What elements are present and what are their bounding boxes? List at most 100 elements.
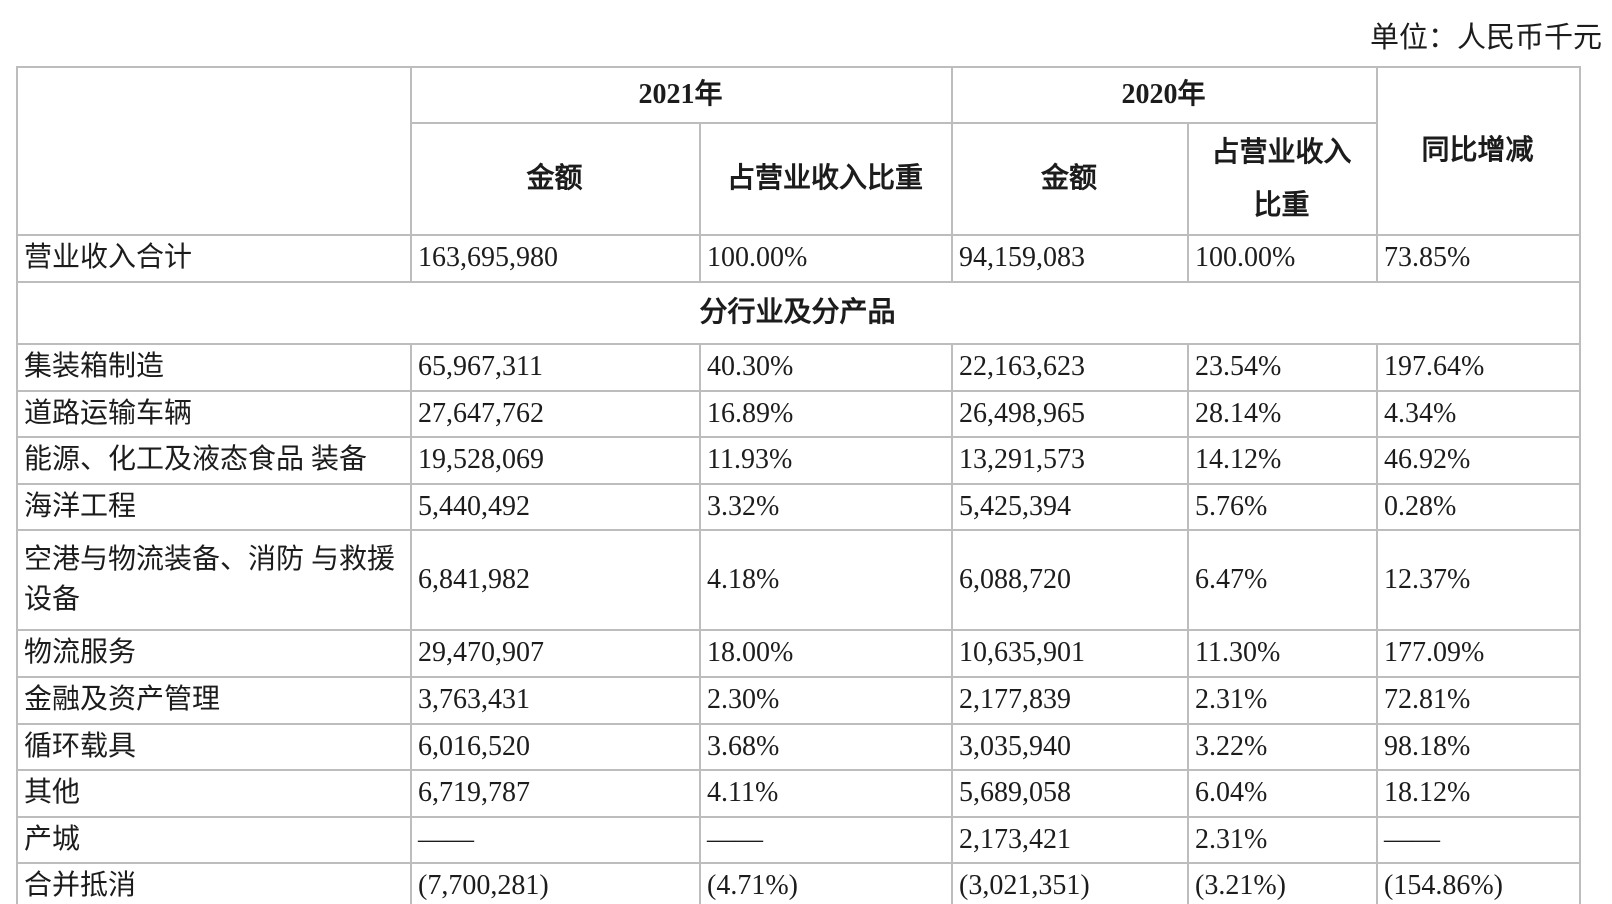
table-row: 能源、化工及液态食品 装备 19,528,069 11.93% 13,291,5… bbox=[16, 436, 1582, 485]
row-label: 合并抵消 bbox=[16, 862, 412, 904]
cell-yoy: 73.85% bbox=[1376, 234, 1582, 283]
cell-share-2021: 3.68% bbox=[698, 722, 954, 772]
cell-share-2021: —— bbox=[698, 815, 954, 865]
table-row: 集装箱制造 65,967,311 40.30% 22,163,623 23.54… bbox=[16, 342, 1582, 392]
cell-amount-2020: 94,159,083 bbox=[951, 234, 1190, 283]
cell-amount-2020: 3,035,940 bbox=[951, 722, 1190, 772]
cell-share-2020: 23.54% bbox=[1187, 342, 1379, 392]
table-row: 产城 —— —— 2,173,421 2.31% —— bbox=[16, 815, 1582, 865]
cell-yoy: 4.34% bbox=[1376, 389, 1582, 439]
row-label: 营业收入合计 bbox=[16, 234, 412, 283]
header-share-2020-line1: 占营业收入 bbox=[1211, 137, 1352, 168]
cell-share-2020: 2.31% bbox=[1187, 675, 1379, 725]
cell-share-2020: 14.12% bbox=[1187, 436, 1379, 485]
table-row: 道路运输车辆 27,647,762 16.89% 26,498,965 28.1… bbox=[16, 389, 1582, 439]
row-label: 能源、化工及液态食品 装备 bbox=[16, 436, 412, 485]
header-amount-2020: 金额 bbox=[951, 121, 1190, 237]
cell-share-2020: 28.14% bbox=[1187, 389, 1379, 439]
table-row: 合并抵消 (7,700,281) (4.71%) (3,021,351) (3.… bbox=[16, 862, 1582, 904]
row-label: 道路运输车辆 bbox=[16, 389, 412, 439]
row-label: 海洋工程 bbox=[16, 482, 412, 532]
row-label: 集装箱制造 bbox=[16, 342, 412, 392]
table-row: 循环载具 6,016,520 3.68% 3,035,940 3.22% 98.… bbox=[16, 722, 1582, 772]
cell-yoy: 46.92% bbox=[1376, 436, 1582, 485]
cell-share-2020: 6.47% bbox=[1187, 529, 1379, 632]
cell-amount-2020: 2,177,839 bbox=[951, 675, 1190, 725]
cell-amount-2020: (3,021,351) bbox=[951, 862, 1190, 904]
cell-amount-2020: 22,163,623 bbox=[951, 342, 1190, 392]
cell-amount-2020: 6,088,720 bbox=[951, 529, 1190, 632]
revenue-table: 2021年 2020年 同比增减 金额 占营业收入比重 金额 占营业收入 比重 … bbox=[15, 65, 1582, 904]
cell-share-2020: (3.21%) bbox=[1187, 862, 1379, 904]
cell-share-2021: (4.71%) bbox=[698, 862, 954, 904]
cell-share-2021: 4.18% bbox=[698, 529, 954, 632]
cell-share-2020: 2.31% bbox=[1187, 815, 1379, 865]
table-row: 空港与物流装备、消防 与救援设备 6,841,982 4.18% 6,088,7… bbox=[16, 529, 1582, 632]
cell-yoy: 72.81% bbox=[1376, 675, 1582, 725]
row-label: 物流服务 bbox=[16, 629, 412, 678]
cell-share-2021: 16.89% bbox=[698, 389, 954, 439]
cell-yoy: 197.64% bbox=[1376, 342, 1582, 392]
cell-yoy: 12.37% bbox=[1376, 529, 1582, 632]
cell-amount-2020: 2,173,421 bbox=[951, 815, 1190, 865]
row-label: 产城 bbox=[16, 815, 412, 865]
row-label: 金融及资产管理 bbox=[16, 675, 412, 725]
header-row-years: 2021年 2020年 同比增减 bbox=[16, 65, 1582, 237]
cell-amount-2021: 5,440,492 bbox=[410, 482, 701, 532]
cell-amount-2020: 13,291,573 bbox=[951, 436, 1190, 485]
cell-amount-2021: 65,967,311 bbox=[410, 342, 701, 392]
header-share-2020-line2: 比重 bbox=[1253, 190, 1310, 222]
cell-yoy: (154.86%) bbox=[1376, 862, 1582, 904]
cell-amount-2021: 29,470,907 bbox=[410, 629, 701, 678]
cell-share-2021: 4.11% bbox=[698, 769, 954, 818]
cell-share-2020: 100.00% bbox=[1187, 234, 1379, 283]
cell-yoy: 177.09% bbox=[1376, 629, 1582, 678]
table-row: 其他 6,719,787 4.11% 5,689,058 6.04% 18.12… bbox=[16, 769, 1582, 818]
cell-share-2021: 11.93% bbox=[698, 436, 954, 485]
cell-share-2020: 11.30% bbox=[1187, 629, 1379, 678]
unit-label: 单位：人民币千元 bbox=[1369, 22, 1602, 54]
row-label: 其他 bbox=[16, 769, 412, 818]
cell-amount-2021: 27,647,762 bbox=[410, 389, 701, 439]
row-label: 空港与物流装备、消防 与救援设备 bbox=[16, 529, 412, 632]
header-year-2021: 2021年 bbox=[409, 66, 954, 124]
cell-amount-2021: 19,528,069 bbox=[410, 436, 701, 485]
table-row: 金融及资产管理 3,763,431 2.30% 2,177,839 2.31% … bbox=[16, 675, 1582, 725]
cell-yoy: 0.28% bbox=[1376, 482, 1582, 532]
cell-amount-2021: 3,763,431 bbox=[410, 675, 701, 725]
header-row-metrics: 金额 占营业收入比重 金额 占营业收入 比重 bbox=[17, 121, 1580, 237]
cell-share-2020: 3.22% bbox=[1187, 722, 1379, 772]
header-yoy-change: 同比增减 bbox=[1376, 65, 1582, 237]
cell-amount-2021: 6,841,982 bbox=[410, 529, 701, 632]
table-row: 物流服务 29,470,907 18.00% 10,635,901 11.30%… bbox=[16, 629, 1582, 678]
cell-amount-2020: 10,635,901 bbox=[951, 629, 1190, 678]
table-row-total: 营业收入合计 163,695,980 100.00% 94,159,083 10… bbox=[16, 234, 1582, 283]
row-label: 循环载具 bbox=[16, 722, 412, 772]
section-header-row: 分行业及分产品 bbox=[15, 280, 1582, 345]
cell-share-2021: 3.32% bbox=[698, 482, 954, 532]
cell-amount-2020: 5,425,394 bbox=[951, 482, 1190, 532]
cell-share-2021: 2.30% bbox=[698, 675, 954, 725]
cell-amount-2021: 163,695,980 bbox=[410, 234, 701, 283]
cell-yoy: 18.12% bbox=[1376, 769, 1582, 818]
header-empty-cell bbox=[16, 65, 412, 237]
header-amount-2021: 金额 bbox=[410, 121, 701, 237]
cell-amount-2021: —— bbox=[410, 815, 701, 865]
header-year-2020: 2020年 bbox=[951, 66, 1379, 124]
cell-amount-2020: 26,498,965 bbox=[951, 389, 1190, 439]
table-row: 海洋工程 5,440,492 3.32% 5,425,394 5.76% 0.2… bbox=[16, 482, 1582, 532]
cell-share-2020: 5.76% bbox=[1187, 482, 1379, 532]
cell-amount-2021: 6,719,787 bbox=[410, 769, 701, 818]
cell-share-2020: 6.04% bbox=[1187, 769, 1379, 818]
section-title: 分行业及分产品 bbox=[15, 280, 1582, 345]
cell-amount-2020: 5,689,058 bbox=[951, 769, 1190, 818]
cell-share-2021: 18.00% bbox=[698, 629, 954, 678]
header-share-2021: 占营业收入比重 bbox=[698, 121, 954, 237]
cell-amount-2021: 6,016,520 bbox=[410, 722, 701, 772]
cell-amount-2021: (7,700,281) bbox=[410, 862, 701, 904]
cell-yoy: 98.18% bbox=[1376, 722, 1582, 772]
header-share-2020: 占营业收入 比重 bbox=[1187, 121, 1379, 237]
cell-share-2021: 100.00% bbox=[698, 234, 954, 283]
cell-share-2021: 40.30% bbox=[698, 342, 954, 392]
cell-yoy: —— bbox=[1376, 815, 1582, 865]
